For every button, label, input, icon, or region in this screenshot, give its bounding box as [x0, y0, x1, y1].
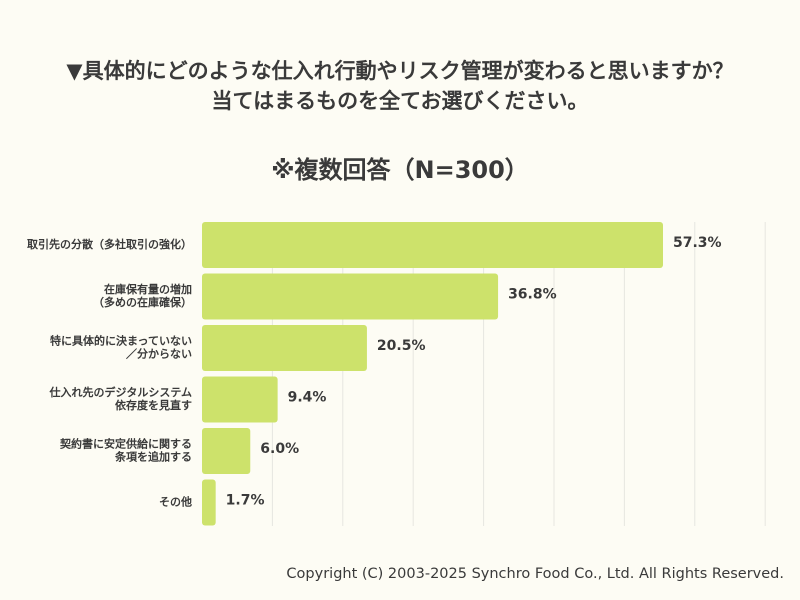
data-label: 57.3%: [673, 235, 722, 251]
bar: [202, 479, 216, 526]
category-label: 特に具体的に決まっていない: [50, 334, 192, 348]
bar: [202, 273, 499, 320]
chart-title-line-1: ▼具体的にどのような仕入れ行動やリスク管理が変わると思いますか？: [66, 59, 734, 83]
category-label: 取引先の分散（多社取引の強化）: [27, 237, 192, 251]
category-label: 契約書に安定供給に関する: [59, 437, 192, 451]
category-label: 条項を追加する: [114, 450, 192, 464]
data-label: 20.5%: [377, 338, 426, 354]
data-label: 9.4%: [288, 390, 327, 406]
category-label: 依存度を見直す: [115, 398, 192, 412]
copyright-footer: Copyright (C) 2003-2025 Synchro Food Co.…: [286, 566, 784, 582]
data-label: 1.7%: [226, 493, 265, 509]
category-label: 在庫保有量の増加: [104, 282, 192, 296]
chart-title: ▼具体的にどのような仕入れ行動やリスク管理が変わると思いますか？ 当てはまるもの…: [0, 56, 800, 116]
bar: [202, 325, 367, 371]
category-label: （多めの在庫確保）: [93, 295, 192, 309]
bar: [202, 222, 663, 268]
data-label: 6.0%: [260, 441, 299, 457]
bar: [202, 376, 278, 423]
category-label: 仕入れ先のデジタルシステム: [49, 385, 192, 399]
chart-title-line-2: 当てはまるものを全てお選びください。: [211, 89, 589, 113]
category-label: ／分からない: [126, 347, 192, 361]
bar: [202, 428, 251, 474]
category-label: その他: [159, 495, 192, 509]
data-label: 36.8%: [508, 287, 557, 303]
chart-subtitle: ※複数回答（N=300）: [271, 156, 529, 184]
